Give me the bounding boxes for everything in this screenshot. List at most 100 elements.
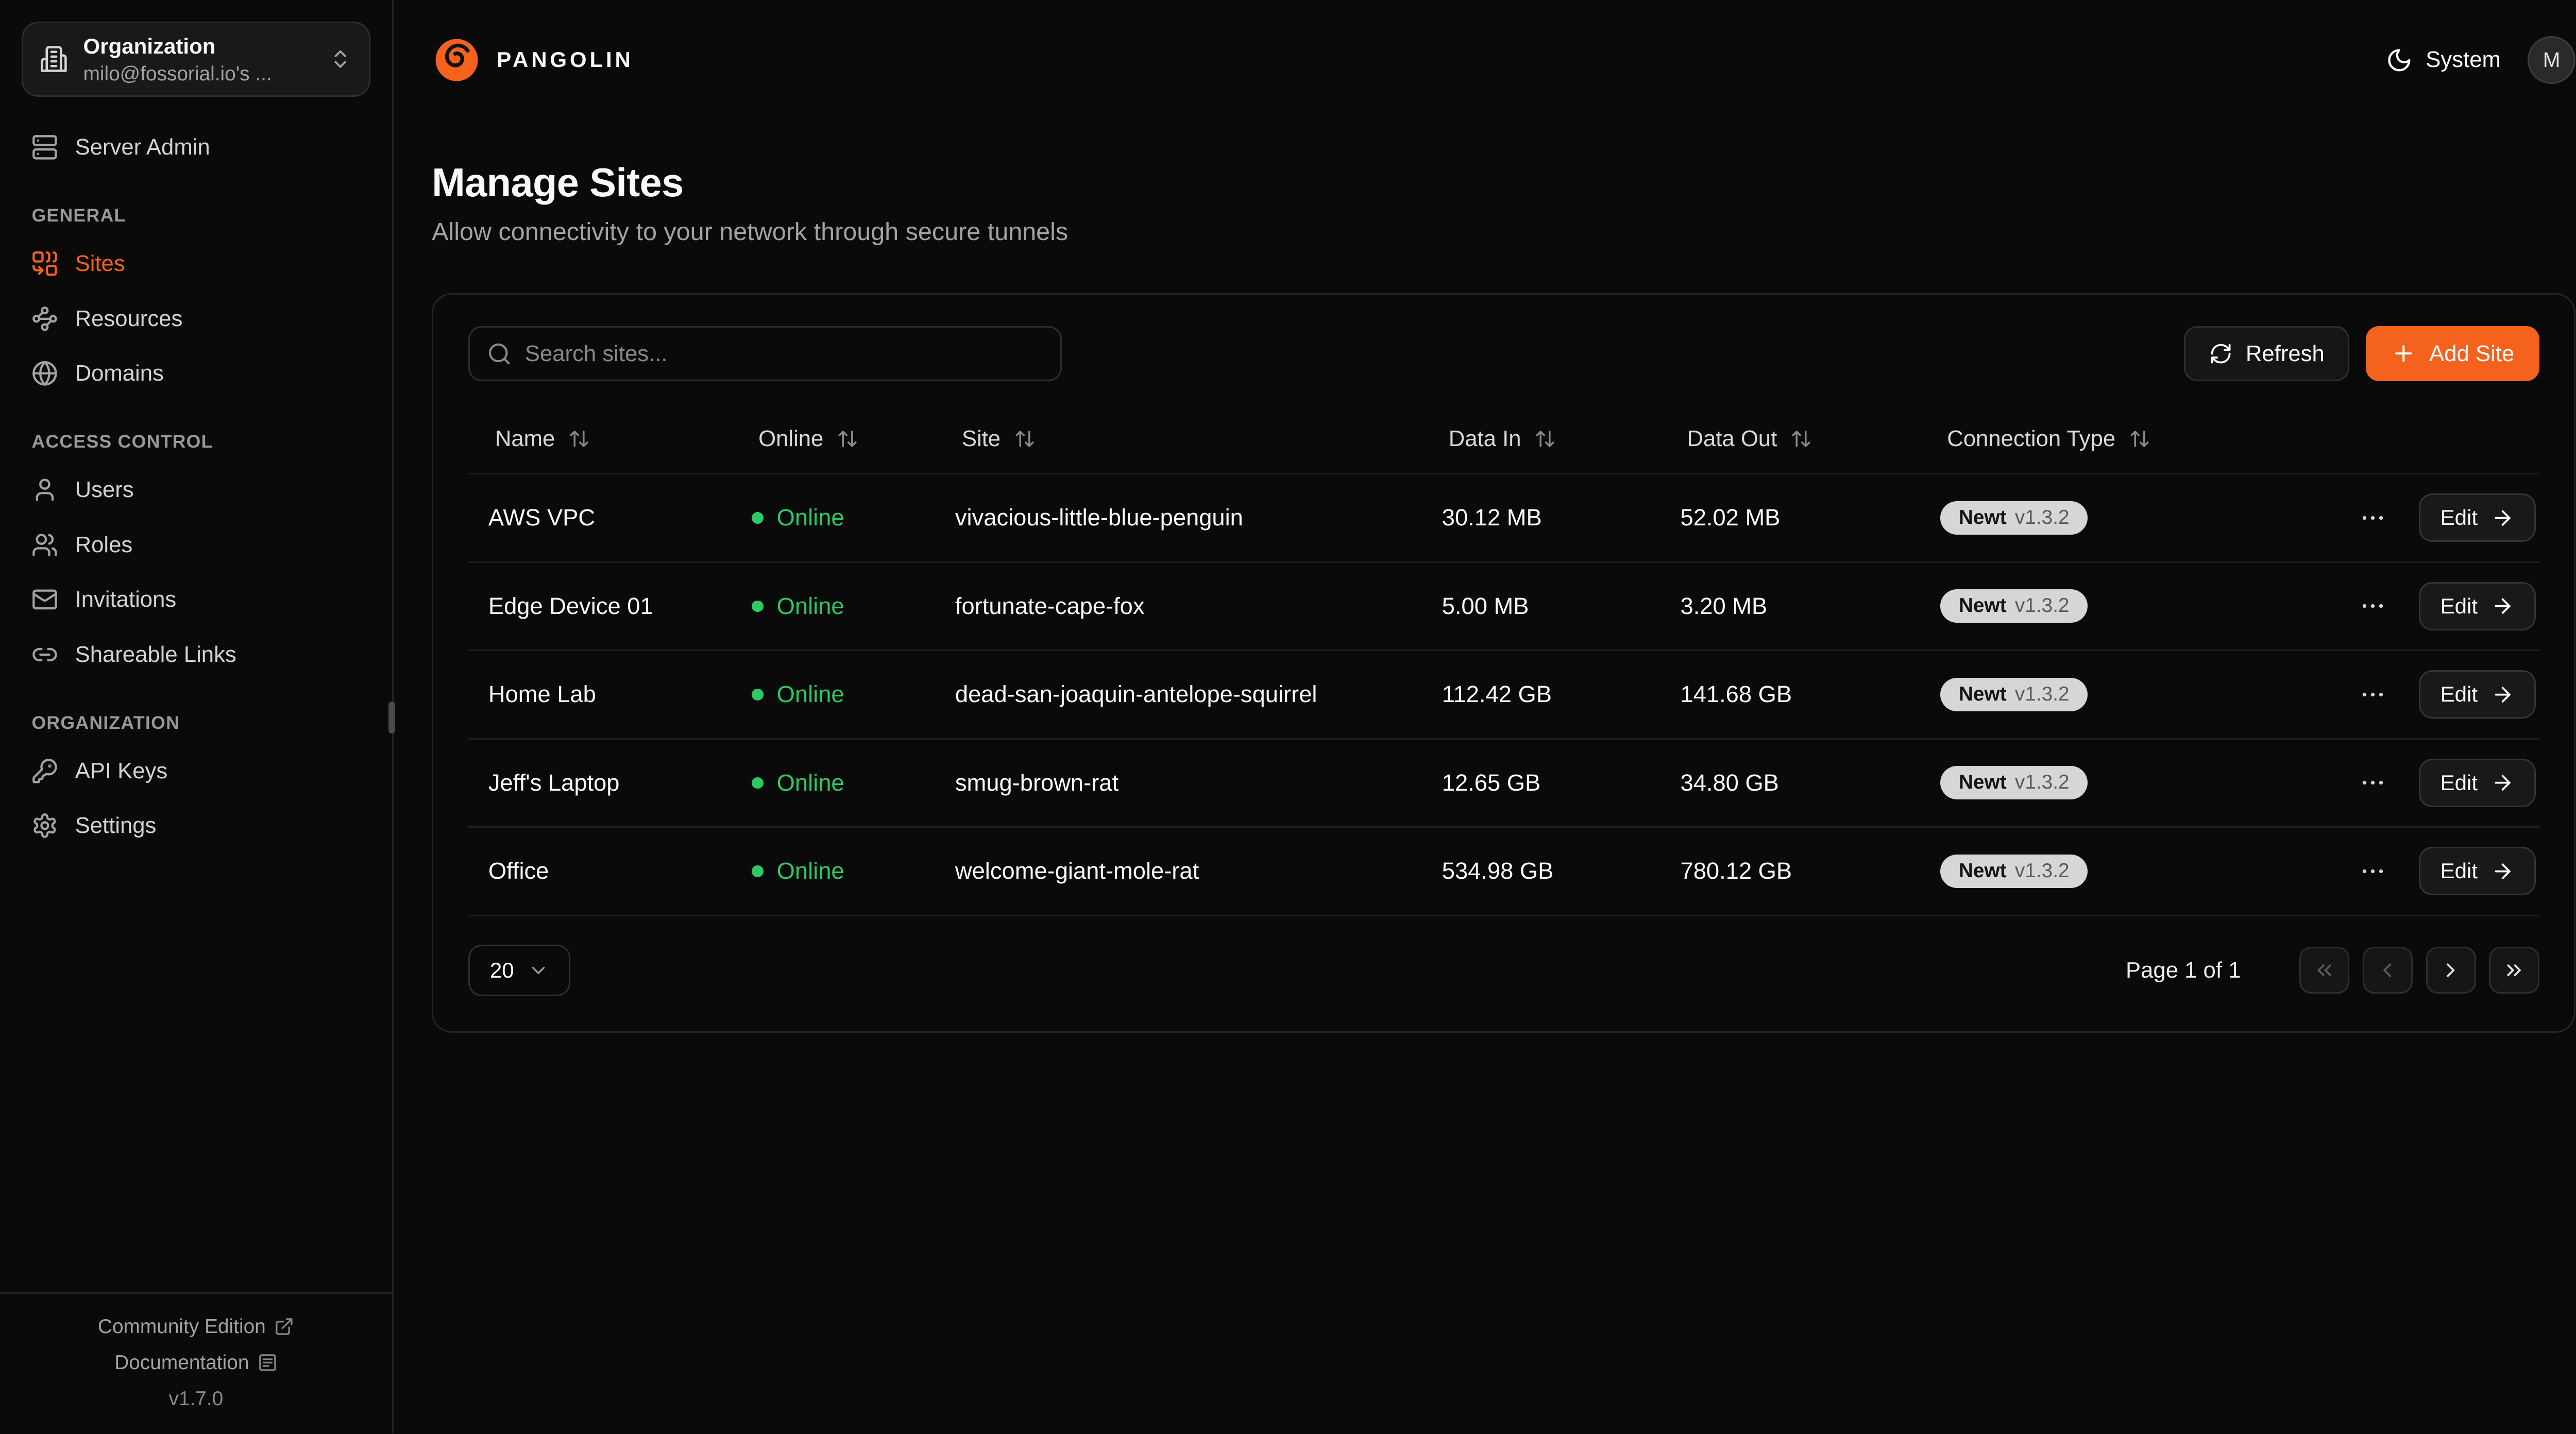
sidebar-item-shareable-links[interactable]: Shareable Links: [16, 627, 375, 682]
sites-icon: [31, 250, 58, 277]
brand-name: PANGOLIN: [497, 47, 634, 72]
column-header-online[interactable]: Online: [732, 426, 935, 452]
refresh-icon: [2209, 342, 2232, 365]
last-page-button[interactable]: [2489, 947, 2539, 994]
row-menu-button[interactable]: [2352, 850, 2394, 892]
building-icon: [40, 45, 68, 73]
data-out-value: 141.68 GB: [1680, 681, 1792, 708]
online-status: Online: [732, 858, 935, 884]
online-status: Online: [732, 770, 935, 796]
sidebar-item-domains[interactable]: Domains: [16, 346, 375, 401]
column-header-data-out[interactable]: Data Out: [1660, 426, 1921, 452]
edit-button[interactable]: Edit: [2418, 670, 2536, 719]
sites-table: Name Online Site Data In Data Out Connec…: [468, 404, 2539, 916]
table-row: Office Online welcome-giant-mole-rat 534…: [468, 826, 2539, 915]
community-edition-link[interactable]: Community Edition: [98, 1316, 294, 1338]
connection-type-badge: Newt v1.3.2: [1940, 854, 2088, 888]
connection-type-badge: Newt v1.3.2: [1940, 501, 2088, 535]
table-row: Home Lab Online dead-san-joaquin-antelop…: [468, 650, 2539, 738]
sidebar-item-roles[interactable]: Roles: [16, 517, 375, 572]
column-header-name[interactable]: Name: [468, 426, 732, 452]
main-content: PANGOLIN System M Manage Sites Allow con…: [394, 0, 2576, 1433]
sidebar: Organization milo@fossorial.io's ... Ser…: [0, 0, 396, 1433]
sidebar-item-server-admin[interactable]: Server Admin: [16, 120, 375, 175]
sidebar-item-resources[interactable]: Resources: [16, 291, 375, 346]
connection-type-badge: Newt v1.3.2: [1940, 677, 2088, 711]
org-switcher-value: milo@fossorial.io's ...: [83, 62, 272, 85]
online-dot: [752, 689, 764, 701]
data-out-value: 780.12 GB: [1680, 858, 1792, 884]
edit-button[interactable]: Edit: [2418, 493, 2536, 542]
table-header: Name Online Site Data In Data Out Connec…: [468, 404, 2539, 473]
sidebar-resize-handle[interactable]: [388, 702, 396, 733]
online-status: Online: [732, 681, 935, 708]
data-out-value: 34.80 GB: [1680, 769, 1779, 796]
sidebar-item-label: Roles: [75, 532, 133, 557]
sort-icon: [1536, 430, 1554, 447]
sort-icon: [570, 430, 588, 447]
row-menu-button[interactable]: [2352, 497, 2394, 539]
resources-icon: [31, 305, 58, 332]
site-slug: dead-san-joaquin-antelope-squirrel: [955, 681, 1317, 708]
sidebar-nav: Server Admin GENERAL Sites Resources Dom…: [0, 107, 392, 853]
sidebar-item-label: Settings: [75, 813, 157, 839]
plus-icon: [2391, 341, 2416, 366]
first-page-button[interactable]: [2299, 947, 2349, 994]
sidebar-item-sites[interactable]: Sites: [16, 236, 375, 291]
documentation-link[interactable]: Documentation: [114, 1352, 277, 1374]
org-switcher-label: Organization: [83, 33, 216, 58]
add-site-button[interactable]: Add Site: [2366, 326, 2539, 382]
pangolin-logo: [432, 35, 482, 85]
ellipsis-icon: [2363, 692, 2383, 696]
prev-page-button[interactable]: [2362, 947, 2413, 994]
org-switcher[interactable]: Organization milo@fossorial.io's ...: [22, 22, 370, 97]
mail-icon: [31, 586, 58, 613]
data-in-value: 112.42 GB: [1442, 681, 1552, 708]
connection-type-badge: Newt v1.3.2: [1940, 589, 2088, 623]
row-menu-button[interactable]: [2352, 674, 2394, 715]
page-size-select[interactable]: 20: [468, 944, 571, 996]
row-menu-button[interactable]: [2352, 762, 2394, 804]
sidebar-item-settings[interactable]: Settings: [16, 798, 375, 853]
arrow-right-icon: [2495, 775, 2511, 791]
online-dot: [752, 777, 764, 789]
ellipsis-icon: [2363, 516, 2383, 520]
section-label-general: GENERAL: [31, 204, 126, 226]
search-input[interactable]: [468, 326, 1062, 382]
edit-button[interactable]: Edit: [2418, 758, 2536, 807]
data-in-value: 12.65 GB: [1442, 769, 1541, 796]
sidebar-item-api-keys[interactable]: API Keys: [16, 743, 375, 798]
topbar: PANGOLIN System M: [432, 0, 2576, 120]
edit-button[interactable]: Edit: [2418, 582, 2536, 630]
refresh-button[interactable]: Refresh: [2184, 326, 2350, 382]
server-icon: [31, 134, 58, 161]
online-dot: [752, 600, 764, 612]
chevron-right-icon: [2447, 963, 2455, 977]
page-head: Manage Sites Allow connectivity to your …: [432, 160, 2575, 247]
column-header-site[interactable]: Site: [935, 426, 1422, 452]
site-slug: smug-brown-rat: [955, 769, 1119, 796]
chevrons-left-icon: [2317, 964, 2331, 977]
page-info: Page 1 of 1: [2126, 957, 2241, 983]
theme-toggle-button[interactable]: System: [2386, 47, 2501, 74]
brand: PANGOLIN: [432, 35, 634, 85]
sort-icon: [1015, 430, 1034, 447]
sidebar-item-invitations[interactable]: Invitations: [16, 572, 375, 627]
edit-button[interactable]: Edit: [2418, 847, 2536, 896]
sidebar-item-users[interactable]: Users: [16, 462, 375, 517]
user-avatar[interactable]: M: [2527, 36, 2576, 84]
version-label: v1.7.0: [168, 1387, 224, 1410]
page-title: Manage Sites: [432, 160, 684, 205]
next-page-button[interactable]: [2426, 947, 2476, 994]
section-label-organization: ORGANIZATION: [31, 712, 180, 733]
online-status: Online: [732, 504, 935, 531]
section-label-access-control: ACCESS CONTROL: [31, 431, 213, 452]
row-menu-button[interactable]: [2352, 585, 2394, 627]
sidebar-item-label: Sites: [75, 250, 125, 276]
table-row: Jeff's Laptop Online smug-brown-rat 12.6…: [468, 738, 2539, 827]
column-header-data-in[interactable]: Data In: [1422, 426, 1660, 452]
sidebar-footer: Community Edition Documentation v1.7.0: [0, 1292, 392, 1433]
column-header-connection-type[interactable]: Connection Type: [1920, 426, 2317, 452]
chevron-down-icon: [532, 966, 545, 974]
online-dot: [752, 512, 764, 524]
